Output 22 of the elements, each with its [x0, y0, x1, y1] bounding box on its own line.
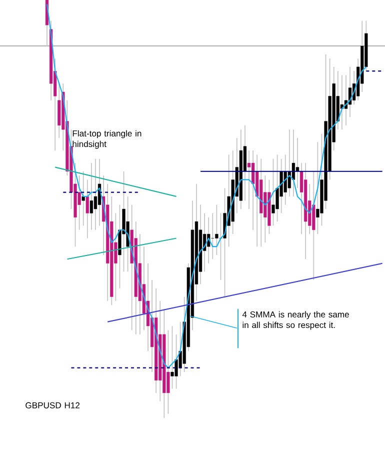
candlestick: [207, 216, 210, 264]
candlestick: [211, 212, 214, 260]
annotation: Flat-top triangle in hindsight: [72, 130, 142, 149]
candlestick: [316, 142, 320, 235]
candlestick: [340, 74, 344, 130]
candlestick: [276, 154, 279, 222]
candlestick: [178, 321, 182, 377]
candlestick: [247, 150, 251, 210]
annotation: 4 SMMA is nearly the same in all shifts so respect it.: [242, 311, 349, 330]
candlestick: [284, 154, 287, 206]
candlestick: [344, 74, 348, 126]
candlestick: [78, 175, 81, 230]
candlestick: [174, 334, 178, 390]
candlestick: [82, 170, 85, 226]
candlestick: [288, 129, 291, 197]
candlestick: [272, 158, 275, 226]
candlestick: [114, 212, 118, 302]
candlestick: [94, 158, 98, 230]
candlestick: [215, 204, 218, 256]
annotation: GBPUSD H12: [26, 402, 80, 408]
candlestick: [170, 326, 174, 390]
candlestick: [166, 330, 170, 414]
